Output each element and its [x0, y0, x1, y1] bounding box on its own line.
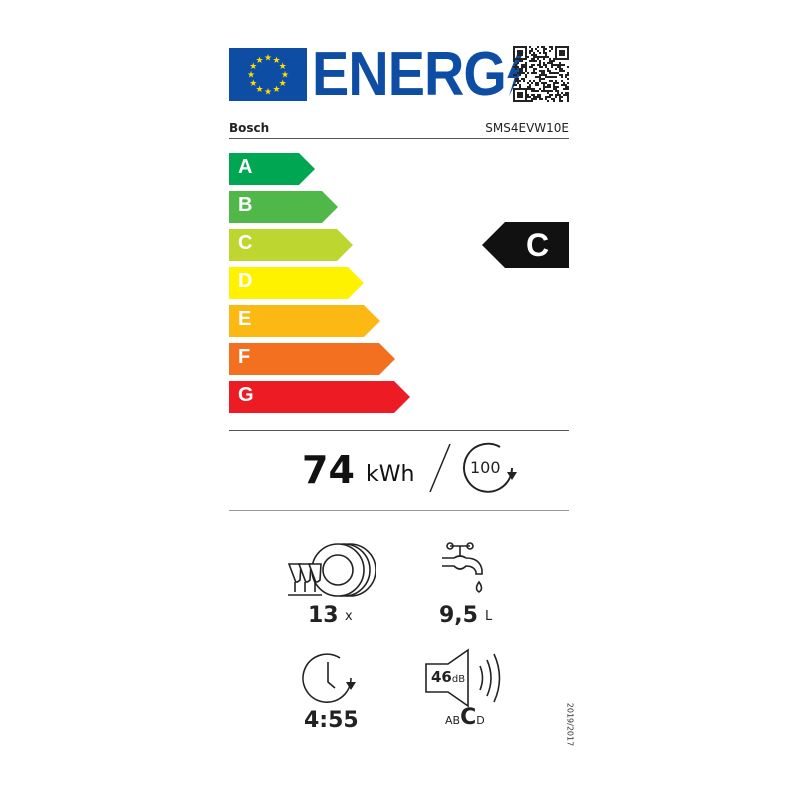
star-icon: ★: [279, 62, 287, 72]
water-tap-icon: [442, 542, 483, 593]
noise-classes: D: [476, 714, 485, 727]
rating-class: C: [526, 227, 550, 263]
noise-classes: AB: [445, 714, 461, 727]
cycles-value: 100: [470, 458, 501, 477]
noise-class: C: [460, 705, 477, 730]
clock-icon: [302, 653, 356, 703]
divider: [229, 510, 569, 511]
noise-speaker-icon: [425, 648, 501, 708]
regulation-number: 2019/2017: [565, 702, 575, 747]
cycles-icon: [463, 442, 517, 493]
slash-divider: [429, 443, 451, 493]
noise-unit: dB: [451, 674, 466, 685]
eu-flag-logo: ★ ★ ★ ★ ★ ★ ★ ★ ★ ★ ★ ★: [229, 48, 307, 101]
scale-bar-g: G: [229, 381, 410, 413]
scale-label: B: [238, 194, 253, 216]
star-icon: ★: [272, 85, 280, 95]
scale-bar-d: D: [229, 267, 364, 299]
brand-name: Bosch: [229, 121, 270, 135]
star-icon: ★: [279, 79, 287, 89]
noise-value: 46: [431, 668, 452, 686]
scale-bar-e: E: [229, 305, 380, 337]
place-settings-icon: [287, 543, 376, 597]
star-icon: ★: [249, 62, 257, 72]
energy-unit: kWh: [366, 462, 415, 487]
scale-label: A: [238, 156, 253, 178]
scale-label: E: [238, 308, 252, 330]
rating-arrow: C: [482, 222, 569, 268]
water-unit: L: [485, 609, 493, 624]
scale-bar-f: F: [229, 343, 395, 375]
scale-label: F: [238, 346, 251, 368]
divider: [229, 430, 569, 431]
scale-bar-c: C: [229, 229, 353, 261]
energy-logo: ENERG: [312, 44, 526, 106]
divider: [229, 138, 569, 139]
star-icon: ★: [255, 85, 263, 95]
star-icon: ★: [247, 71, 255, 81]
scale-label: D: [238, 270, 253, 292]
scale-label: C: [238, 232, 253, 254]
qr-code[interactable]: [513, 46, 569, 102]
water-value: 9,5: [439, 603, 478, 628]
star-icon: ★: [264, 88, 272, 98]
energy-value: 74: [302, 448, 355, 492]
star-icon: ★: [249, 79, 257, 89]
energy-logo-text: ENERG: [312, 40, 507, 109]
star-icon: ★: [281, 71, 289, 81]
scale-bar-a: A: [229, 153, 315, 185]
star-icon: ★: [264, 54, 272, 64]
scale-label: G: [238, 384, 254, 406]
model-number: SMS4EVW10E: [485, 121, 569, 135]
capacity-unit: x: [345, 609, 353, 624]
star-icon: ★: [272, 56, 280, 66]
capacity-value: 13: [308, 603, 339, 628]
duration-value: 4:55: [304, 708, 359, 733]
star-icon: ★: [255, 56, 263, 66]
scale-bar-b: B: [229, 191, 338, 223]
